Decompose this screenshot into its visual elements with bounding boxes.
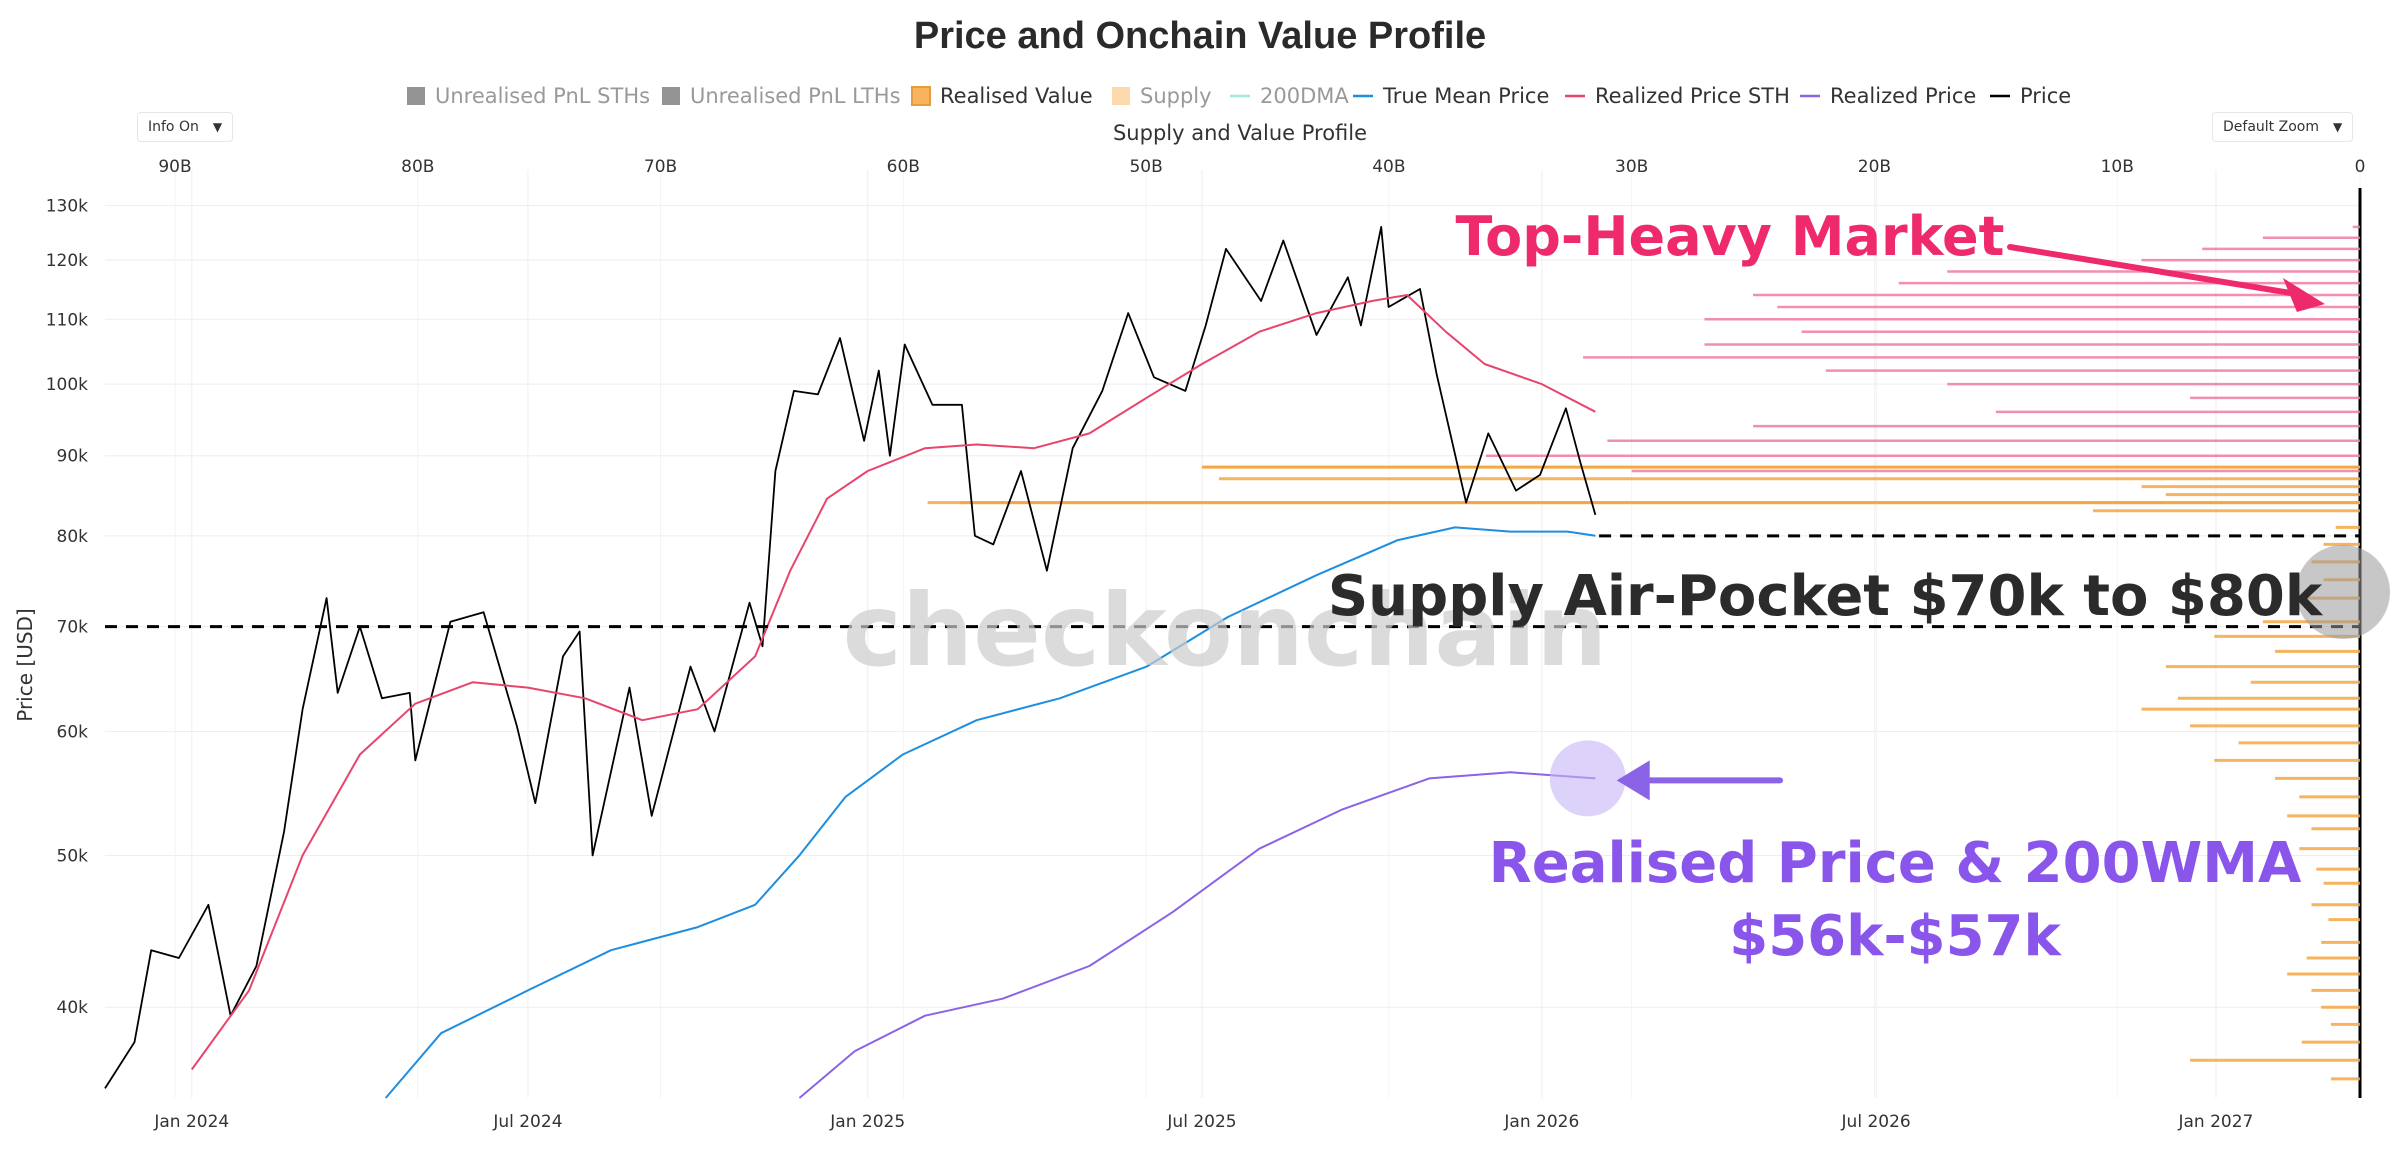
legend-swatch [1112,87,1130,105]
legend-label: Price [2020,84,2071,108]
series-true-mean-price [384,526,1596,1099]
chart-legend: Unrealised PnL STHs Unrealised PnL LTHs Re… [407,84,2071,108]
supply-tick-label: 10B [2101,157,2134,177]
axis-ticks: 40k 50k 60k 70k 80k 90k 100k 110k 120k 130k Jan 20… [46,157,2366,1132]
supply-tick-label: 60B [887,157,920,177]
zoom-select-label: Default Zoom [2223,119,2319,135]
annotation-air-pocket: Supply Air-Pocket $70k to $80k [1328,564,2324,629]
y-tick-label: 120k [46,251,88,271]
legend-label: Supply [1140,84,1212,108]
chart-title: Price and Onchain Value Profile [914,15,1486,57]
y-tick-label: 50k [57,846,89,866]
y-axis-label: Price [USD] [13,608,37,722]
x-tick-label: Jan 2027 [2178,1112,2254,1132]
legend-label: True Mean Price [1382,84,1549,108]
series-realized-price [798,771,1596,1099]
y-tick-label: 70k [57,618,89,638]
arrow-head-icon [1616,760,1650,801]
legend-label: 200DMA [1260,84,1349,108]
reference-lines [105,534,2360,629]
y-tick-label: 90k [57,447,89,467]
annotation-realised-price-range: $56k-$57k [1729,904,2062,969]
legend-label: Realized Price [1830,84,1976,108]
supply-tick-label: 40B [1372,157,1405,177]
legend-label: Unrealised PnL LTHs [690,84,901,108]
series-realized-price-sth [190,294,1596,1071]
annotation-top-heavy: Top-Heavy Market [1456,205,2005,268]
supply-tick-label: 70B [644,157,677,177]
y-tick-label: 110k [46,310,88,330]
legend-label: Realized Price STH [1595,84,1790,108]
info-toggle-label: Info On [148,119,199,135]
zoom-select-button[interactable]: Default Zoom ▼ [2212,112,2354,142]
y-tick-label: 40k [57,998,89,1018]
x-tick-label: Jul 2024 [492,1112,562,1132]
y-tick-label: 60k [57,722,89,742]
legend-swatch [662,87,680,105]
arrow-head-icon [2282,277,2325,312]
x-tick-label: Jan 2024 [153,1112,229,1132]
supply-tick-label: 0 [2355,157,2366,177]
x-tick-label: Jul 2026 [1841,1112,1911,1132]
supply-tick-label: 20B [1858,157,1891,177]
y-tick-label: 80k [57,527,89,547]
highlight-circle [1549,740,1626,817]
x-tick-label: Jul 2025 [1166,1112,1236,1132]
supply-axis-title: Supply and Value Profile [1113,121,1367,145]
legend-swatch [911,86,931,106]
y-tick-label: 100k [46,375,88,395]
watermark: checkonchain [843,572,1608,689]
y-tick-label: 130k [46,197,88,217]
legend-label: Realised Value [940,84,1093,108]
series-price [104,226,1597,1089]
legend-swatch [407,87,425,105]
supply-tick-label: 50B [1129,157,1162,177]
annotations: Top-Heavy Market Supply Air-Pocket $70k t… [1328,205,2390,969]
info-toggle-button[interactable]: Info On ▼ [137,112,234,142]
chevron-down-icon: ▼ [212,120,223,134]
x-tick-label: Jan 2025 [829,1112,905,1132]
value-profile-bars [927,225,2360,1081]
chevron-down-icon: ▼ [2332,120,2343,134]
legend-label: Unrealised PnL STHs [435,84,650,108]
supply-tick-label: 90B [158,157,191,177]
supply-tick-label: 30B [1615,157,1648,177]
arrow-line [2007,244,2300,297]
annotation-realised-price: Realised Price & 200WMA [1489,831,2302,896]
x-tick-label: Jan 2026 [1503,1112,1579,1132]
supply-tick-label: 80B [401,157,434,177]
price-series [104,226,1597,1099]
highlight-circle [2296,545,2390,639]
